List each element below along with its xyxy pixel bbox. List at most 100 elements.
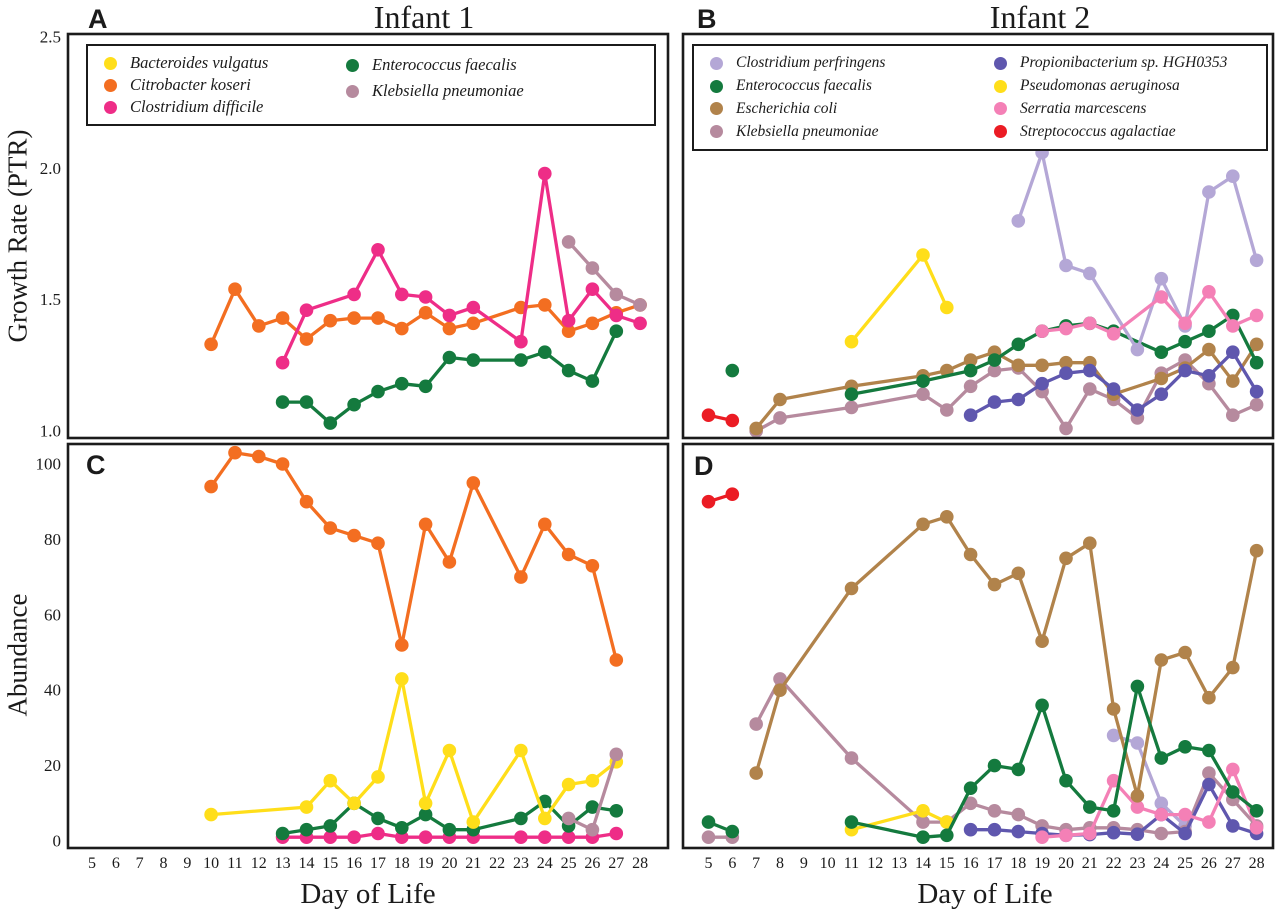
data-point-klebsiella-pneumoniae-day18 (1011, 807, 1026, 822)
data-point-enterococcus-faecalis-day5 (701, 815, 716, 829)
data-point-propionibacterium-sp-hgh0353-day18 (1011, 392, 1026, 407)
data-point-citrobacter-koseri-day20 (442, 321, 457, 336)
data-point-enterococcus-faecalis-day18 (395, 821, 409, 835)
data-point-enterococcus-faecalis-day24 (1154, 345, 1169, 360)
x-axis-label-left: Day of Life (300, 878, 436, 910)
bacteroides-vulgatus-color-dot-icon (104, 56, 117, 70)
data-point-propionibacterium-sp-hgh0353-day22 (1106, 825, 1121, 840)
data-point-citrobacter-koseri-day21 (466, 476, 481, 490)
panel-d-border (681, 442, 1275, 850)
x-tick-label-d-11: 11 (844, 855, 859, 872)
legend-species-label: Streptococcus agalactiae (1020, 122, 1176, 140)
series-line-klebsiella-pneumoniae (566, 240, 642, 307)
x-tick-label-d-12: 12 (867, 855, 883, 872)
data-point-citrobacter-koseri-day15 (323, 521, 338, 535)
data-point-bacteroides-vulgatus-day17 (371, 770, 385, 784)
data-point-klebsiella-pneumoniae-day28 (633, 298, 647, 312)
data-point-citrobacter-koseri-day23 (514, 570, 528, 584)
legend-species-label: Clostridium perfringens (736, 54, 886, 72)
data-point-propionibacterium-sp-hgh0353-day24 (1154, 387, 1169, 402)
data-point-escherichia-coli-day7 (749, 421, 763, 436)
data-point-clostridium-difficile-day24 (538, 830, 552, 844)
y-axis-label-growth-rate: Growth Rate (PTR) (2, 129, 33, 343)
data-point-enterococcus-faecalis-day23 (514, 353, 528, 367)
x-tick-label-d-10: 10 (820, 855, 836, 872)
legend-item-clostridium-perfringens: Clostridium perfringens (710, 52, 994, 75)
data-point-citrobacter-koseri-day11 (228, 445, 242, 460)
data-point-streptococcus-agalactiae-day5 (701, 494, 716, 509)
data-point-citrobacter-koseri-day14 (299, 332, 314, 346)
series-line-bacteroides-vulgatus (209, 677, 618, 824)
data-point-serratia-marcescens-day21 (1083, 826, 1097, 841)
data-point-propionibacterium-sp-hgh0353-day16 (963, 408, 978, 423)
streptococcus-agalactiae-color-dot-icon (994, 125, 1007, 139)
x-tick-label-d-20: 20 (1058, 855, 1074, 872)
data-point-klebsiella-pneumoniae-day25 (561, 811, 576, 826)
data-point-enterococcus-faecalis-day26 (585, 800, 600, 814)
legend-column: Propionibacterium sp. HGH0353 Pseudomonas… (994, 52, 1254, 143)
panel-b-border (681, 32, 1275, 440)
data-point-citrobacter-koseri-day19 (418, 517, 433, 532)
data-point-clostridium-difficile-day28 (633, 316, 647, 331)
data-point-clostridium-difficile-day17 (371, 243, 385, 257)
data-point-serratia-marcescens-day20 (1059, 321, 1073, 336)
data-point-escherichia-coli-day20 (1059, 355, 1073, 370)
data-point-serratia-marcescens-day26 (1202, 285, 1216, 299)
data-point-escherichia-coli-day26 (1202, 690, 1216, 705)
data-point-citrobacter-koseri-day16 (347, 311, 361, 325)
legend-infant-1: Bacteroides vulgatus Citrobacter koseri Cl… (86, 44, 656, 126)
x-tick-label-c-8: 8 (159, 855, 167, 872)
data-point-escherichia-coli-day27 (1226, 660, 1240, 675)
data-point-klebsiella-pneumoniae-day17 (987, 804, 1002, 818)
data-point-propionibacterium-sp-hgh0353-day25 (1178, 363, 1192, 378)
data-point-clostridium-perfringens-day22 (1106, 728, 1121, 743)
data-point-bacteroides-vulgatus-day19 (418, 796, 433, 811)
legend-species-label: Klebsiella pneumoniae (736, 122, 879, 140)
x-tick-label-c-21: 21 (465, 855, 481, 872)
x-tick-label-c-13: 13 (275, 855, 291, 872)
data-point-enterococcus-faecalis-day27 (609, 324, 624, 339)
data-point-serratia-marcescens-day28 (1249, 308, 1264, 323)
legend-item-enterococcus-faecalis: Enterococcus faecalis (346, 52, 626, 78)
data-point-propionibacterium-sp-hgh0353-day23 (1130, 403, 1145, 417)
y-tick-label-c-0: 0 (53, 832, 62, 851)
legend-item-escherichia-coli: Escherichia coli (710, 98, 994, 121)
data-point-enterococcus-faecalis-day26 (1202, 743, 1216, 758)
x-tick-label-c-19: 19 (418, 855, 434, 872)
propionibacterium-sp-hgh0353-color-dot-icon (994, 56, 1007, 70)
data-point-clostridium-difficile-day14 (299, 303, 314, 318)
x-tick-label-c-17: 17 (370, 855, 386, 872)
data-point-streptococcus-agalactiae-day5 (701, 408, 716, 423)
data-point-escherichia-coli-day22 (1106, 702, 1121, 716)
panel-a-border (66, 32, 670, 440)
data-point-citrobacter-koseri-day24 (538, 517, 552, 532)
x-tick-label-c-11: 11 (227, 855, 242, 872)
data-point-klebsiella-pneumoniae-day24 (1154, 826, 1169, 841)
data-point-clostridium-perfringens-day20 (1059, 258, 1073, 273)
data-point-bacteroides-vulgatus-day23 (514, 743, 528, 758)
panel-letter-d: D (694, 451, 714, 481)
data-point-enterococcus-faecalis-day11 (844, 815, 859, 829)
x-tick-label-d-23: 23 (1129, 855, 1145, 872)
data-point-clostridium-difficile-day27 (609, 826, 624, 841)
data-point-serratia-marcescens-day24 (1154, 290, 1169, 304)
data-point-serratia-marcescens-day27 (1226, 762, 1240, 777)
data-point-bacteroides-vulgatus-day26 (585, 773, 600, 788)
data-point-clostridium-perfringens-day23 (1130, 342, 1145, 357)
data-point-citrobacter-koseri-day25 (561, 324, 576, 339)
y-tick-label-a-2.0: 2.0 (40, 159, 61, 178)
data-point-enterococcus-faecalis-day28 (1249, 804, 1264, 818)
data-point-enterococcus-faecalis-day24 (538, 345, 552, 360)
legend-species-label: Bacteroides vulgatus (130, 53, 269, 72)
data-point-streptococcus-agalactiae-day6 (725, 487, 740, 502)
data-point-enterococcus-faecalis-day24 (1154, 751, 1169, 765)
data-point-escherichia-coli-day19 (1035, 358, 1049, 373)
data-point-escherichia-coli-day18 (1011, 566, 1026, 581)
data-point-citrobacter-koseri-day25 (561, 547, 576, 562)
data-point-klebsiella-pneumoniae-day11 (844, 751, 859, 765)
data-point-enterococcus-faecalis-day22 (1106, 804, 1121, 818)
data-point-enterococcus-faecalis-day14 (916, 830, 930, 844)
x-tick-label-c-6: 6 (112, 855, 120, 872)
y-tick-label-c-40: 40 (44, 681, 61, 700)
data-point-bacteroides-vulgatus-day21 (466, 815, 481, 829)
